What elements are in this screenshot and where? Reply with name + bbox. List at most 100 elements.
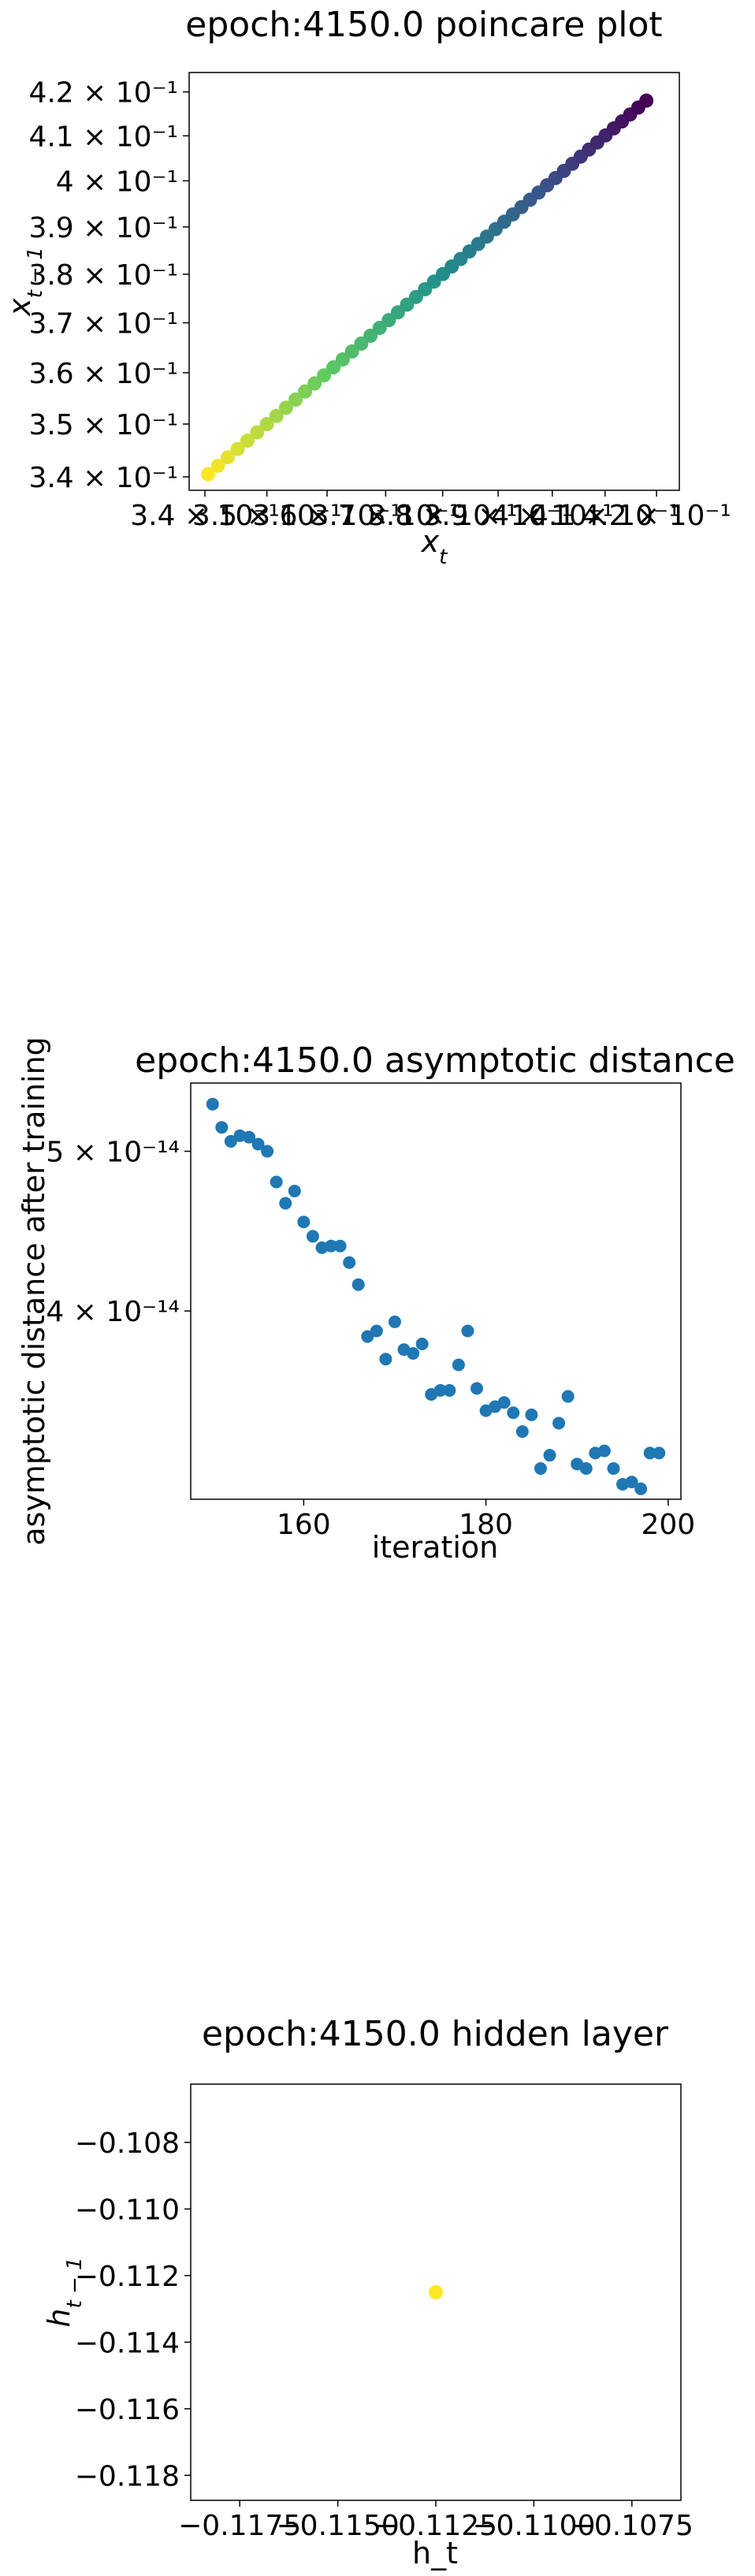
asymptotic-distance-point [543,1449,556,1462]
asymptotic-distance-point [351,1278,365,1291]
asymptotic-distance-point [325,1239,338,1253]
x-tick-label: 4.1 × 10⁻¹ [530,500,680,532]
hidden-layer-points [429,2285,443,2299]
asymptotic-distance-point [634,1482,648,1495]
y-tick-label: 3.8 × 10⁻¹ [28,259,178,292]
y-tick-label: 3.9 × 10⁻¹ [28,212,178,244]
poincare-point [230,441,245,456]
x-tick-label: −0.1075 [571,2510,694,2542]
asymptotic-distance-point [306,1230,319,1243]
asymptotic-distance-point [242,1130,255,1144]
asymptotic-distance-point [288,1184,301,1197]
asymptotic-distance-point [452,1358,465,1372]
asymptotic-distance-point [515,1425,529,1439]
y-tick-label: 3.6 × 10⁻¹ [28,358,178,390]
asymptotic-distance-points [206,1097,666,1495]
asymptotic-distance-point [625,1476,638,1489]
asymptotic-distance-point [443,1383,456,1397]
x-tick-label: −0.1100 [472,2510,595,2542]
poincare-point [326,360,341,375]
asymptotic-distance-point [270,1175,283,1189]
hidden-layer-x-ticks: −0.1175−0.1150−0.1125−0.1100−0.1075 [178,2500,694,2542]
y-tick-label: 4 × 10⁻¹ [56,166,178,198]
asymptotic-distance-title: epoch:4150.0 asymptotic distance [135,1040,735,1081]
poincare-point [259,417,274,432]
asymptotic-distance-point [653,1446,666,1460]
poincare-plot-title: epoch:4150.0 poincare plot [185,5,662,45]
poincare-plot-frame [188,72,680,491]
x-tick-label: 180 [459,1509,513,1541]
y-tick-label: 5 × 10⁻¹⁴ [46,1137,180,1169]
poincare-point [335,352,350,367]
poincare-point [298,384,313,399]
poincare-point [317,368,332,383]
asymptotic-distance-y-axis-label: asymptotic distance after training [17,1037,51,1546]
y-tick-label: 3.7 × 10⁻¹ [28,308,178,341]
asymptotic-distance-point [415,1337,429,1350]
hidden-layer-point [429,2285,443,2299]
x-tick-label: −0.1175 [178,2510,301,2542]
asymptotic-distance-point [206,1097,219,1111]
x-tick-label: 3.5 × 10⁻¹ [192,500,342,532]
asymptotic-distance-point [370,1324,383,1338]
poincare-points [201,93,654,482]
x-tick-label: 3.9 × 10⁻¹ [423,500,573,532]
poincare-point [240,434,255,449]
y-tick-label: −0.118 [75,2460,180,2492]
poincare-point [344,344,359,359]
x-tick-label: 3.4 × 10⁻¹ [130,500,280,532]
x-tick-label: −0.1125 [374,2510,497,2542]
asymptotic-distance-point [470,1382,484,1395]
asymptotic-distance-point [297,1215,311,1229]
asymptotic-distance-point [525,1408,538,1421]
x-tick-label: 3.6 × 10⁻¹ [252,500,402,532]
poincare-point [639,93,654,108]
asymptotic-distance-point [607,1461,620,1475]
y-tick-label: 4.1 × 10⁻¹ [28,121,178,153]
asymptotic-distance-point [552,1416,566,1430]
asymptotic-distance-point [643,1446,656,1460]
asymptotic-distance-point [333,1239,347,1253]
x-tick-label: 160 [277,1509,331,1541]
poincare-x-axis-label: xt [421,524,448,569]
asymptotic-distance-point [388,1315,401,1328]
asymptotic-distance-point [407,1346,420,1360]
hidden-layer-y-ticks: −0.108 −0.110 −0.112 −0.114 −0.116 −0.118 [75,2127,191,2492]
asymptotic-distance-point [343,1256,356,1269]
asymptotic-distance-chart: epoch:4150.0 asymptotic distance 160 180 2… [17,1037,735,1565]
y-tick-label: −0.114 [75,2327,180,2359]
x-tick-label: 3.7 × 10⁻¹ [311,500,461,532]
hidden-layer-y-axis-label: ht − 1 [42,2257,87,2327]
y-tick-label: 3.4 × 10⁻¹ [28,462,178,494]
asymptotic-distance-point [215,1121,229,1134]
poincare-point [354,336,369,351]
hidden-layer-x-axis-label: h_t [412,2536,458,2570]
asymptotic-distance-point [497,1396,511,1409]
asymptotic-distance-y-ticks: 4 × 10⁻¹⁴ 5 × 10⁻¹⁴ [46,1137,191,1328]
poincare-point [221,450,236,465]
x-tick-label: 3.8 × 10⁻¹ [368,500,518,532]
poincare-point [278,400,293,415]
poincare-point [269,408,284,423]
asymptotic-distance-point [433,1383,447,1397]
x-tick-label: 4 × 10⁻¹ [491,500,613,532]
asymptotic-distance-point [379,1353,392,1366]
poincare-point [210,458,225,473]
hidden-layer-title: epoch:4150.0 hidden layer [202,2014,669,2054]
poincare-y-ticks: 3.4 × 10⁻¹ 3.5 × 10⁻¹ 3.6 × 10⁻¹ 3.7 × 10⁻¹… [28,77,189,494]
poincare-y-axis-label: xt − 1 [2,247,47,317]
asymptotic-distance-point [579,1461,593,1475]
poincare-point [250,425,265,440]
y-tick-label: 4 × 10⁻¹⁴ [46,1296,180,1328]
asymptotic-distance-point [279,1197,292,1210]
asymptotic-distance-point [461,1324,474,1338]
poincare-plot-chart: epoch:4150.0 poincare plot 3.4 × 10⁻¹3.5… [2,5,731,569]
asymptotic-distance-point [251,1137,265,1151]
x-tick-label: −0.1150 [277,2510,400,2542]
asymptotic-distance-x-ticks: 160 180 200 [277,1499,695,1541]
asymptotic-distance-point [224,1134,237,1148]
y-tick-label: −0.110 [75,2194,180,2226]
asymptotic-distance-point [361,1330,374,1343]
hidden-layer-chart: epoch:4150.0 hidden layer −0.1175−0.1150… [42,2014,694,2570]
